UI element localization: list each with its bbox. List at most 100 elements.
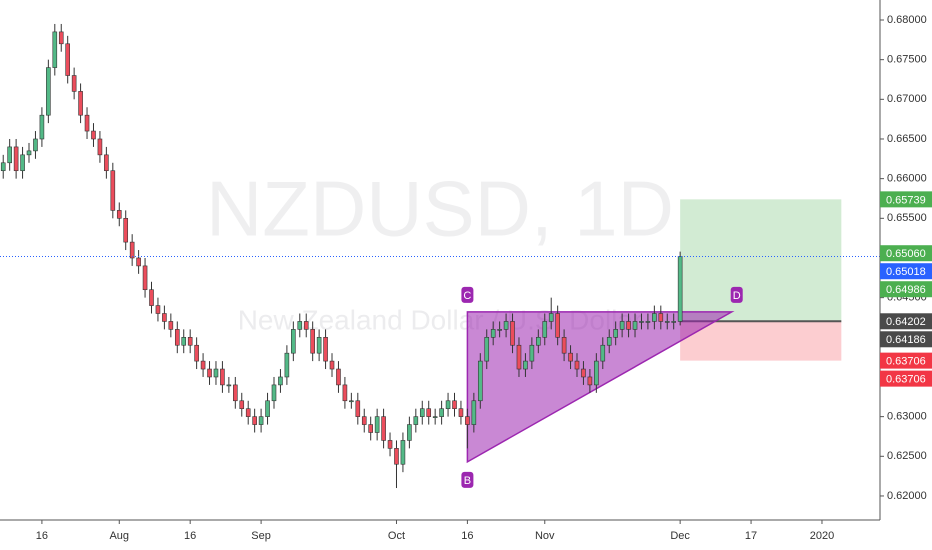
- candle-body: [381, 416, 386, 441]
- candle-body: [187, 337, 193, 346]
- candle-body: [619, 321, 625, 330]
- candle-body: [39, 114, 45, 140]
- candle-body: [310, 329, 315, 354]
- candle-body: [226, 384, 232, 387]
- candle-body: [220, 368, 225, 386]
- candle-body: [445, 400, 451, 410]
- pattern-label-bg: [730, 286, 743, 303]
- candle-body: [613, 329, 618, 338]
- candle-body: [407, 424, 412, 441]
- target-zone: [680, 199, 842, 322]
- candle-body: [116, 210, 122, 219]
- y-tick-label: 0.62000: [887, 490, 927, 502]
- candle-body: [600, 344, 606, 362]
- price-tag-label: 0.65060: [886, 248, 926, 260]
- candle-body: [65, 43, 70, 76]
- price-tag-label: 0.65739: [886, 194, 926, 206]
- candle-body: [336, 368, 341, 386]
- candle-body: [33, 138, 38, 152]
- candle-body: [278, 376, 283, 386]
- candle-body: [606, 337, 612, 346]
- candle-body: [155, 305, 161, 314]
- candle-body: [245, 408, 251, 417]
- candle-body: [465, 416, 470, 425]
- candle-body: [239, 400, 245, 410]
- y-tick-label: 0.62500: [887, 450, 927, 462]
- x-tick-label: 16: [36, 530, 48, 542]
- candle-body: [84, 114, 90, 132]
- price-tag: [880, 263, 932, 280]
- candle-body: [7, 146, 12, 164]
- candle-body: [20, 154, 25, 172]
- plot: B C D: [0, 23, 880, 489]
- pattern-label: D: [733, 290, 741, 302]
- x-tick-label: 2020: [810, 530, 834, 542]
- candle-body: [439, 408, 444, 417]
- price-tag: [880, 191, 932, 208]
- candle-body: [271, 384, 277, 402]
- candle-body: [671, 321, 676, 323]
- candle-body: [129, 241, 135, 259]
- candle-body: [181, 337, 187, 346]
- candle-body: [149, 289, 154, 306]
- pattern-label: C: [463, 290, 471, 302]
- price-tag: [880, 281, 932, 298]
- candle-body: [110, 170, 116, 211]
- candle-body: [91, 130, 96, 140]
- candle-body: [510, 321, 515, 346]
- candle-body: [233, 384, 238, 402]
- candle-body: [413, 416, 419, 425]
- candle-body: [652, 313, 657, 322]
- price-tag-label: 0.63706: [886, 374, 926, 386]
- candle-body: [632, 321, 638, 330]
- candle-body: [58, 31, 64, 45]
- candle-body: [342, 384, 348, 402]
- price-tag-label: 0.63706: [886, 356, 926, 368]
- candle-body: [26, 150, 32, 156]
- price-tag: [880, 370, 932, 387]
- candle-body: [297, 321, 303, 330]
- y-tick-label: 0.63000: [887, 411, 927, 423]
- candle-body: [484, 337, 490, 362]
- candle-body: [368, 424, 373, 433]
- x-tick-label: Sep: [251, 530, 271, 542]
- candle-body: [529, 344, 535, 362]
- candle-body: [594, 360, 599, 386]
- x-tick-label: Oct: [388, 530, 405, 542]
- candle-body: [497, 329, 502, 331]
- candle-body: [568, 352, 573, 362]
- price-tag-label: 0.64186: [886, 334, 926, 346]
- candle-body: [78, 91, 83, 116]
- candle-body: [639, 321, 644, 323]
- candle-body: [316, 337, 322, 354]
- candle-body: [574, 360, 580, 370]
- candle-body: [329, 360, 335, 370]
- candle-body: [523, 360, 528, 370]
- candle-body: [349, 400, 354, 403]
- candle-body: [142, 265, 148, 291]
- candle-body: [548, 313, 554, 322]
- candle-body: [46, 67, 51, 116]
- candle-body: [374, 416, 380, 433]
- candle-body: [561, 337, 567, 354]
- candle-body: [581, 368, 586, 378]
- candle-body: [490, 329, 496, 338]
- candle-body: [645, 321, 651, 323]
- price-tag-label: 0.64202: [886, 316, 926, 328]
- candle-body: [503, 321, 509, 330]
- candle-body: [207, 368, 212, 378]
- candle-body: [252, 416, 257, 425]
- candle-body: [213, 368, 219, 378]
- candle-body: [452, 400, 457, 410]
- price-tag-label: 0.64986: [886, 284, 926, 296]
- candle-body: [361, 416, 367, 425]
- candle-body: [419, 408, 425, 417]
- candle-body: [394, 448, 399, 465]
- x-tick-label: 17: [745, 530, 757, 542]
- candle-body: [426, 408, 432, 417]
- candle-body: [174, 329, 180, 346]
- candle-body: [658, 313, 664, 322]
- candle-body: [471, 400, 477, 425]
